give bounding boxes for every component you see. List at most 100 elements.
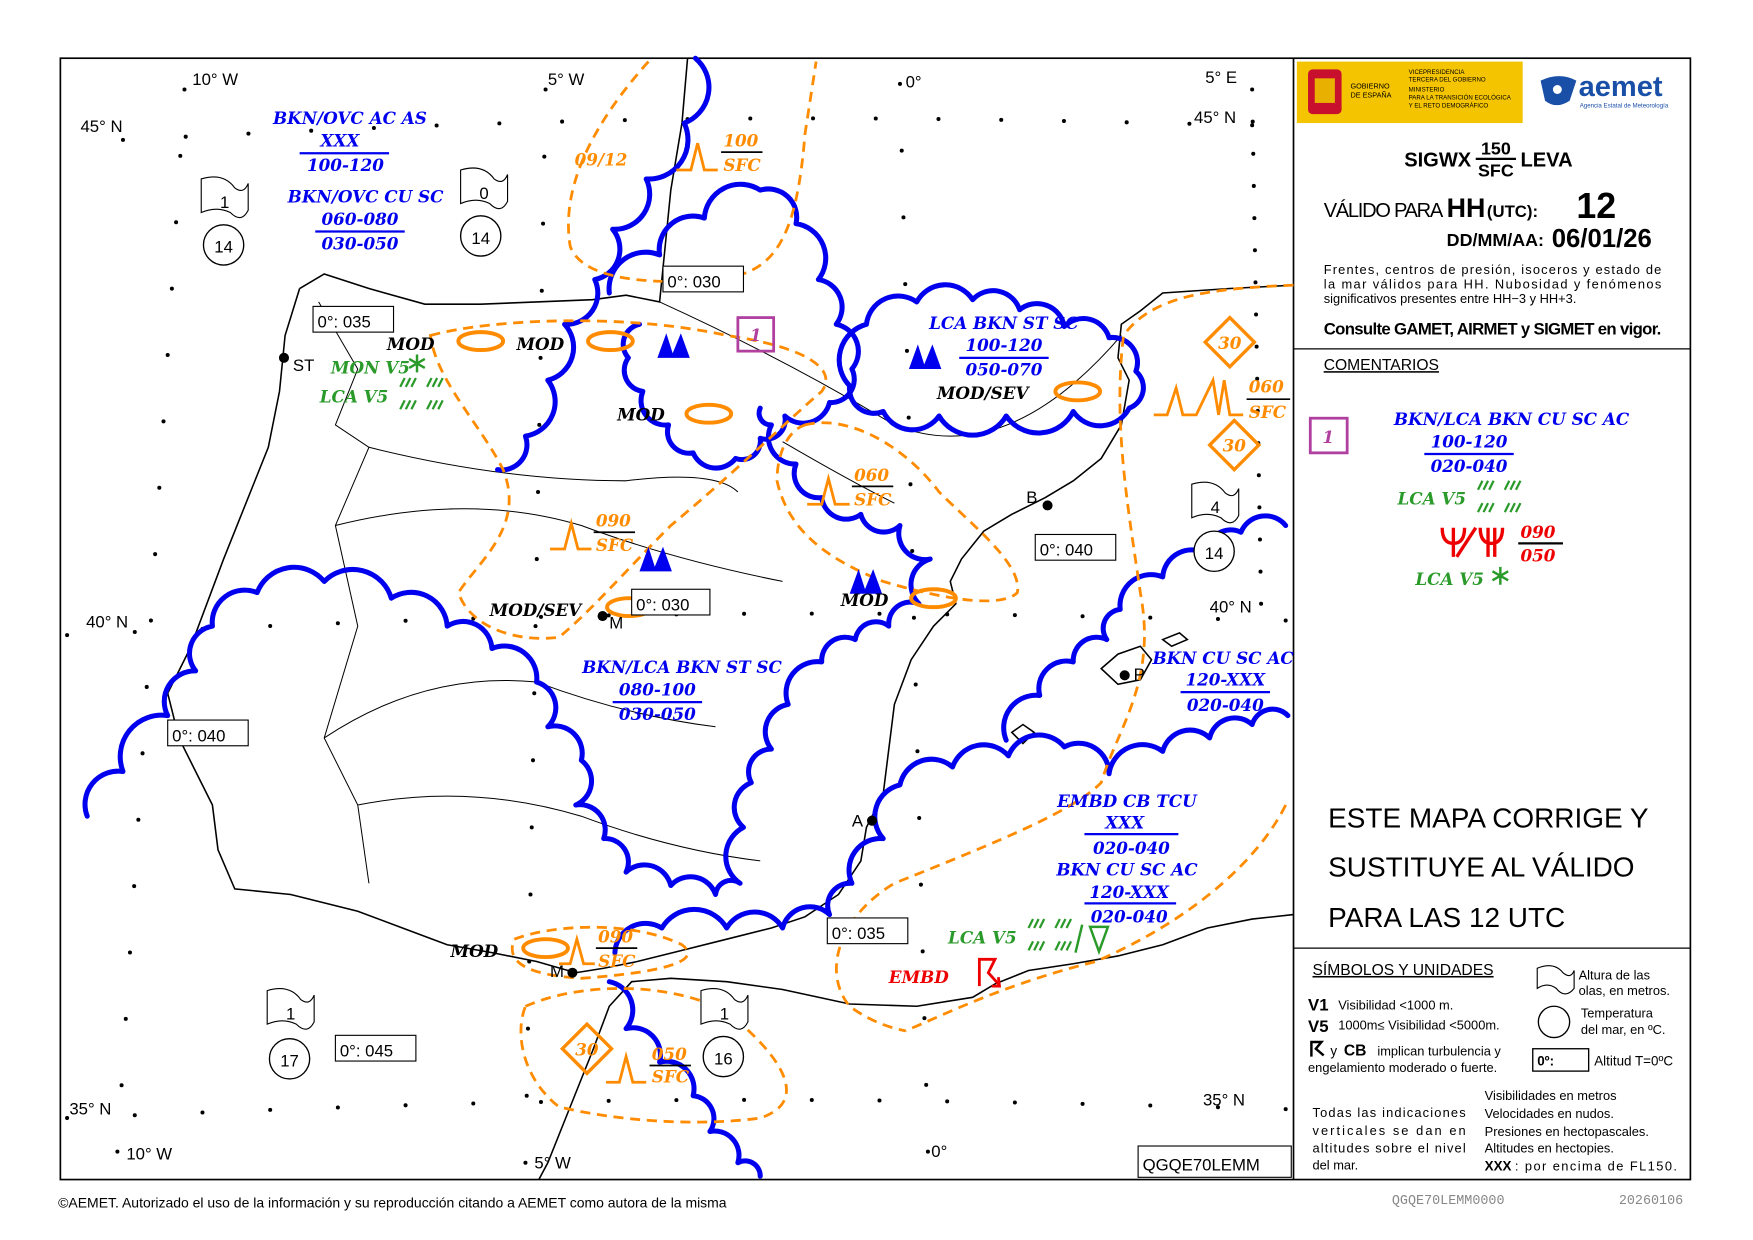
turb-area bbox=[510, 925, 690, 980]
cloud-top: 120-XXX bbox=[1185, 669, 1266, 689]
grid-dot bbox=[268, 623, 273, 628]
grid-dot bbox=[606, 613, 611, 618]
grid-dot bbox=[529, 825, 534, 830]
station-dot bbox=[1119, 670, 1130, 681]
turb-base: SFC bbox=[1249, 402, 1287, 422]
grid-dot bbox=[1251, 183, 1256, 188]
station-dot bbox=[278, 352, 289, 363]
grid-dot bbox=[1080, 614, 1085, 619]
lat-label: 35° N bbox=[69, 1100, 111, 1119]
grid-dot bbox=[403, 618, 408, 623]
haze-icon bbox=[1054, 940, 1073, 951]
station-dot bbox=[597, 611, 608, 622]
grid-dot bbox=[132, 1113, 137, 1118]
spain-coat-of-arms-icon bbox=[1308, 69, 1342, 115]
gov-text: VICEPRESIDENCIA bbox=[1409, 69, 1466, 76]
sea-temp-circle bbox=[202, 224, 245, 266]
turb-area bbox=[905, 804, 1287, 1033]
correction-notice: ESTE MAPA CORRIGE Y bbox=[1328, 802, 1649, 833]
grid-dot bbox=[174, 220, 179, 225]
grid-dot bbox=[153, 552, 158, 557]
product-code: QGQE70LEMM0000 bbox=[1392, 1194, 1505, 1209]
turb-top: 060 bbox=[854, 465, 889, 485]
comments-title: COMENTARIOS bbox=[1324, 357, 1439, 374]
visibility-label: LCA V5 bbox=[319, 387, 389, 407]
sea-temp: 16 bbox=[714, 1049, 733, 1068]
legend-code: V5 bbox=[1308, 1017, 1329, 1036]
legend-text: Temperatura bbox=[1581, 1005, 1654, 1020]
cloud-type: BKN CU SC AC bbox=[1055, 859, 1198, 879]
grid-dot bbox=[1256, 473, 1261, 478]
grid-dot bbox=[123, 1016, 128, 1021]
freezing-level: 0°: 030 bbox=[636, 595, 689, 614]
lon-label: 5° W bbox=[548, 70, 585, 89]
turb-area bbox=[775, 421, 1020, 603]
legend-text: : por encima de FL150. bbox=[1515, 1159, 1677, 1174]
sea-temp: 17 bbox=[280, 1052, 299, 1071]
icing-label: MOD bbox=[616, 404, 665, 424]
grid-dot bbox=[183, 134, 188, 139]
squall-line-icon bbox=[1074, 924, 1084, 953]
grid-dot bbox=[1254, 312, 1259, 317]
wave-height: 0 bbox=[479, 184, 488, 203]
grid-dot bbox=[200, 1110, 205, 1115]
grid-dot bbox=[157, 485, 162, 490]
icing-icon bbox=[456, 330, 506, 352]
grid-dot bbox=[1148, 615, 1153, 620]
freezing-level: 0°: 030 bbox=[667, 272, 720, 291]
wind-diamond-icon bbox=[1202, 315, 1257, 370]
copyright: ©AEMET. Autorizado el uso de la informac… bbox=[58, 1195, 727, 1211]
grid-dot bbox=[538, 614, 543, 619]
freezing-level-box bbox=[631, 588, 711, 616]
cloud-top: 080-100 bbox=[619, 679, 696, 699]
lon-label: 10° W bbox=[126, 1144, 172, 1163]
legend-text: Presiones en hectopascales. bbox=[1485, 1124, 1649, 1139]
cloud-type: BKN/OVC AC AS bbox=[272, 108, 427, 128]
legend-text: Altura de las bbox=[1579, 967, 1650, 982]
legend-text: Todas las indicaciones bbox=[1313, 1105, 1466, 1120]
grid-dot bbox=[541, 221, 546, 226]
grid-dot bbox=[742, 611, 747, 616]
grid-dot bbox=[906, 415, 911, 420]
legend-text: Altitudes en hectopies. bbox=[1485, 1141, 1614, 1156]
grid-dot bbox=[1215, 617, 1220, 622]
validity-note: significativos presentes entre HH−3 y HH… bbox=[1324, 291, 1577, 306]
cb-turbulence-icon bbox=[977, 957, 1002, 988]
grid-dot bbox=[523, 1160, 528, 1165]
legend-text: engelamiento moderado o fuerte. bbox=[1308, 1060, 1497, 1075]
icing-label: MOD/SEV bbox=[489, 600, 584, 620]
lat-label: 40° N bbox=[1210, 598, 1252, 617]
grid-dot bbox=[144, 684, 149, 689]
grid-dot bbox=[936, 117, 941, 122]
legend-text: Visibilidad <1000 m. bbox=[1338, 998, 1453, 1013]
grid-dot bbox=[1250, 119, 1255, 124]
grid-dot bbox=[537, 422, 542, 427]
grid-dot bbox=[1080, 1101, 1085, 1106]
grid-labels: 10° W 5° W 0° 5° E 45° N 45° N 40° N 40°… bbox=[69, 68, 1251, 1173]
comment-base: 020-040 bbox=[1431, 456, 1508, 476]
haze-icon bbox=[1503, 502, 1522, 513]
sea-temp-circle bbox=[1193, 530, 1235, 573]
icing-label: MOD bbox=[386, 334, 435, 354]
date-value: 06/01/26 bbox=[1552, 225, 1652, 253]
lat-label: 45° N bbox=[1194, 108, 1236, 127]
correction-notice: SUSTITUYE AL VÁLIDO bbox=[1328, 852, 1634, 883]
aemet-logo: aemet Agencia Estatal de Meteorología bbox=[1540, 71, 1669, 109]
turb-area bbox=[519, 987, 788, 1124]
hh-label: HH bbox=[1447, 193, 1486, 223]
grid-dot bbox=[539, 288, 544, 293]
grid-dot bbox=[1250, 123, 1255, 128]
legend-code: 0º: bbox=[1537, 1054, 1554, 1069]
freezing-levels: 0°: 035 0°: 030 0°: 030 0°: 040 0°: 040 … bbox=[167, 265, 1117, 1062]
mountain-obscured-icon bbox=[908, 344, 942, 370]
freezing-level: 0°: 045 bbox=[340, 1042, 393, 1061]
cloud-base: 030-050 bbox=[619, 704, 696, 724]
haze-icon bbox=[1503, 480, 1522, 491]
cloud-type: BKN/OVC CU SC bbox=[287, 186, 444, 206]
wind-value: 30 bbox=[575, 1039, 599, 1059]
cloud-type: EMBD CB TCU bbox=[1056, 791, 1198, 811]
wave-height: 1 bbox=[220, 193, 229, 212]
grid-dot bbox=[148, 618, 153, 623]
grid-dot bbox=[115, 1149, 120, 1154]
iberia-coastline bbox=[166, 58, 1294, 974]
